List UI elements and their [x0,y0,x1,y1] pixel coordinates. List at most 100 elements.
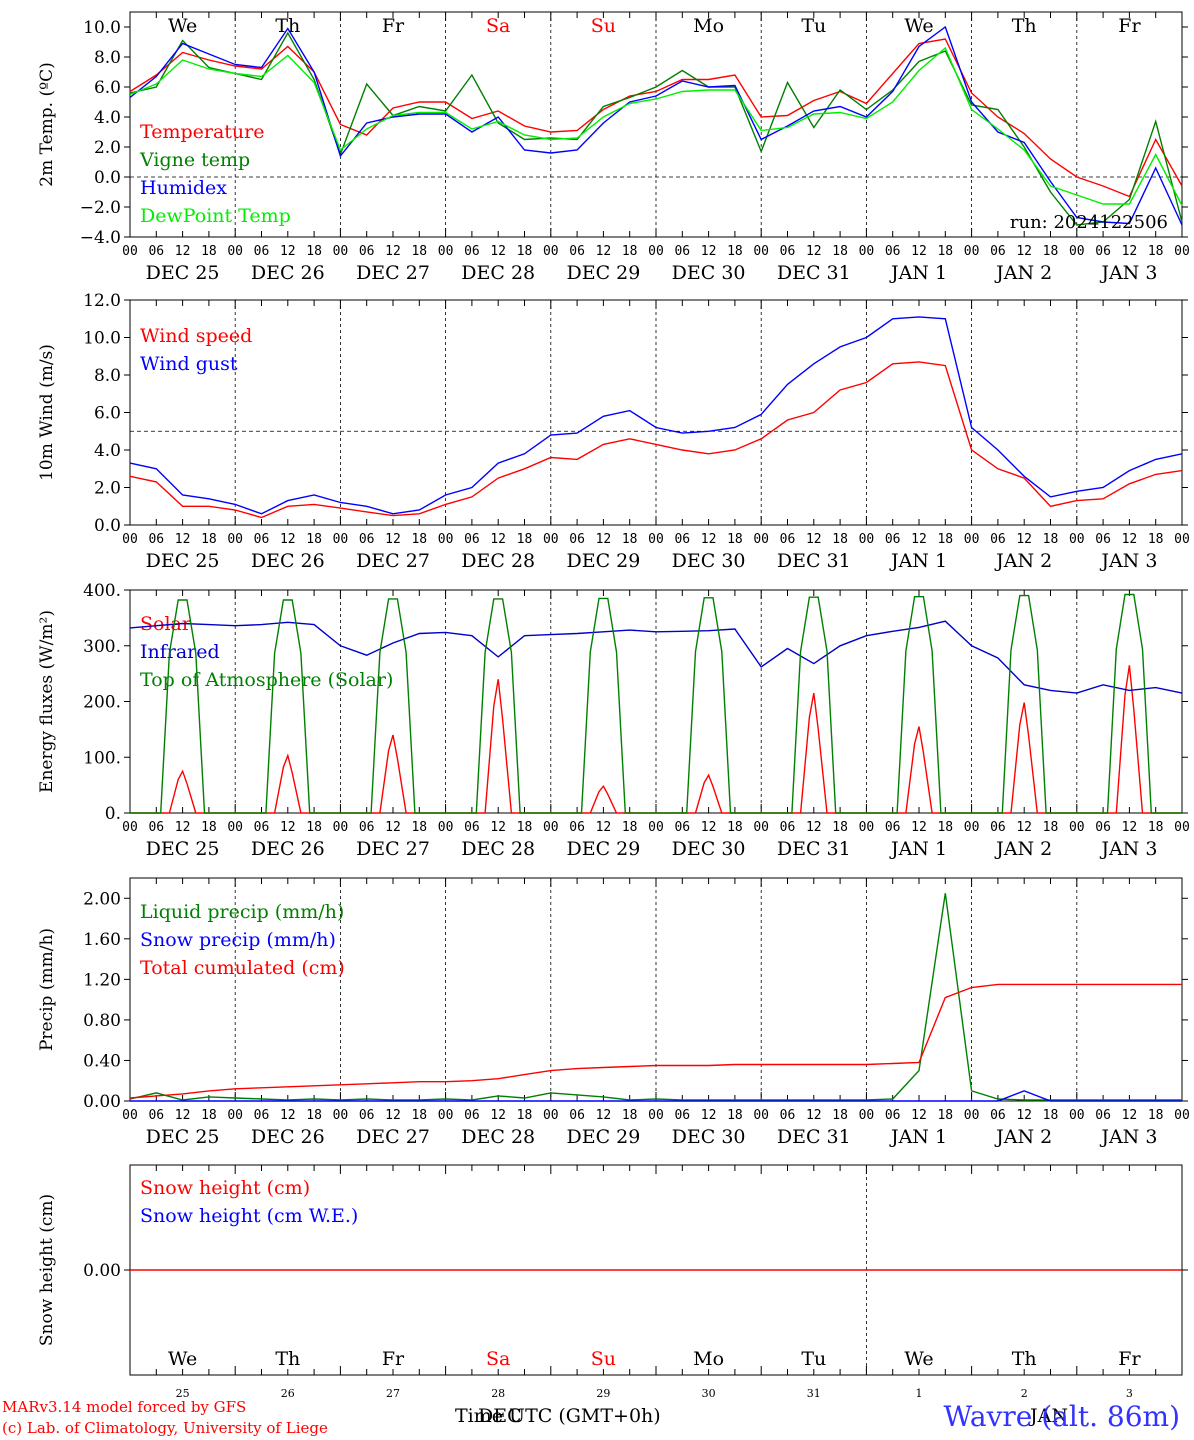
y-axis-label: 10m Wind (m/s) [37,344,57,481]
hour-tick-label: 18 [517,532,533,547]
hour-tick-label: 18 [1043,820,1059,835]
date-label: JAN 3 [1099,1126,1157,1148]
hour-tick-label: 06 [780,532,796,547]
y-axis-label: Precip (mm/h) [37,928,57,1051]
hour-tick-label: 00 [333,244,349,259]
hour-tick-label: 12 [806,820,822,835]
hour-tick-label: 12 [1016,1108,1032,1123]
hour-tick-label: 06 [674,532,690,547]
hour-tick-label: 00 [753,532,769,547]
hour-tick-label: 06 [359,532,375,547]
y-tick-label: 6.0 [94,78,121,98]
hour-tick-label: 12 [701,532,717,547]
legend-entry: Snow height (cm W.E.) [140,1205,358,1227]
hour-tick-label: 18 [1148,1108,1164,1123]
day-number-label: 2 [1021,1387,1028,1400]
hour-tick-label: 00 [543,532,559,547]
hour-tick-label: 12 [596,244,612,259]
hour-tick-label: 18 [832,532,848,547]
hour-tick-label: 18 [1148,532,1164,547]
hour-tick-label: 06 [254,244,270,259]
hour-tick-label: 12 [490,244,506,259]
hour-tick-label: 06 [569,820,585,835]
date-label: DEC 29 [566,550,640,572]
day-number-label: 29 [596,1387,610,1400]
hour-tick-label: 06 [1095,532,1111,547]
hour-tick-label: 06 [990,532,1006,547]
hour-tick-label: 00 [964,532,980,547]
hour-tick-label: 06 [359,820,375,835]
weekday-label: We [904,1348,933,1370]
hour-tick-label: 12 [175,820,191,835]
hour-tick-label: 06 [885,820,901,835]
y-tick-label: 200. [83,693,121,713]
y-tick-label: 0. [105,804,121,824]
date-label: JAN 2 [994,262,1052,284]
weekday-label: Su [591,15,616,37]
hour-tick-label: 00 [227,820,243,835]
hour-tick-label: 12 [596,820,612,835]
hour-tick-label: 12 [385,244,401,259]
hour-tick-label: 12 [385,820,401,835]
hour-tick-label: 12 [1122,1108,1138,1123]
hour-tick-label: 06 [464,244,480,259]
date-label: DEC 25 [146,1126,220,1148]
weekday-label: Sa [486,15,510,37]
legend-entry: Temperature [140,121,264,143]
hour-tick-label: 00 [753,820,769,835]
hour-tick-label: 18 [201,1108,217,1123]
legend-entry: Infrared [140,641,220,663]
date-label: DEC 27 [356,1126,430,1148]
date-label: JAN 1 [889,262,947,284]
hour-tick-label: 00 [122,244,138,259]
hour-tick-label: 00 [1174,244,1190,259]
weekday-label: Fr [1118,1348,1141,1370]
hour-tick-label: 06 [780,1108,796,1123]
series-line-infrared [129,620,1183,694]
hour-tick-label: 06 [990,244,1006,259]
date-label: DEC 26 [251,1126,325,1148]
hour-tick-label: 18 [937,532,953,547]
hour-tick-label: 18 [622,244,638,259]
hour-tick-label: 12 [701,820,717,835]
hour-tick-label: 00 [1174,532,1190,547]
hour-tick-label: 06 [885,532,901,547]
date-label: JAN 2 [994,1126,1052,1148]
y-tick-label: 0.00 [83,1261,121,1281]
y-tick-label: 4.0 [94,108,121,128]
hour-tick-label: 00 [227,1108,243,1123]
weekday-label: Fr [1118,15,1141,37]
hour-tick-label: 18 [411,820,427,835]
weekday-label: We [904,15,933,37]
hour-tick-label: 18 [937,820,953,835]
hour-tick-label: 12 [280,1108,296,1123]
day-number-label: 30 [702,1387,716,1400]
plot-frame [129,589,1183,814]
hour-tick-label: 18 [622,820,638,835]
hour-tick-label: 00 [753,244,769,259]
hour-tick-label: 00 [122,820,138,835]
hour-tick-label: 12 [175,1108,191,1123]
hour-tick-label: 00 [964,820,980,835]
legend-entry: Liquid precip (mm/h) [140,901,344,923]
date-label: DEC 29 [566,1126,640,1148]
hour-tick-label: 00 [859,820,875,835]
hour-tick-label: 00 [438,1108,454,1123]
hour-tick-label: 06 [990,1108,1006,1123]
hour-tick-label: 06 [1095,244,1111,259]
hour-tick-label: 18 [1043,532,1059,547]
legend-entry: Wind speed [140,325,252,347]
hour-tick-label: 18 [1043,244,1059,259]
hour-tick-label: 18 [832,1108,848,1123]
date-label: DEC 27 [356,550,430,572]
date-label: DEC 25 [146,838,220,860]
y-axis-label: Energy fluxes (W/m²) [37,610,57,793]
series-line-total-cumulated-cm- [129,983,1182,1099]
date-label: DEC 28 [461,1126,535,1148]
hour-tick-label: 12 [280,820,296,835]
chart-panel-3: 400. 300. 200. 100. 0. Energy fluxes (W/m²) So… [37,581,1190,860]
y-tick-label: 0.40 [83,1051,121,1071]
hour-tick-label: 06 [148,820,164,835]
date-label: DEC 26 [251,838,325,860]
